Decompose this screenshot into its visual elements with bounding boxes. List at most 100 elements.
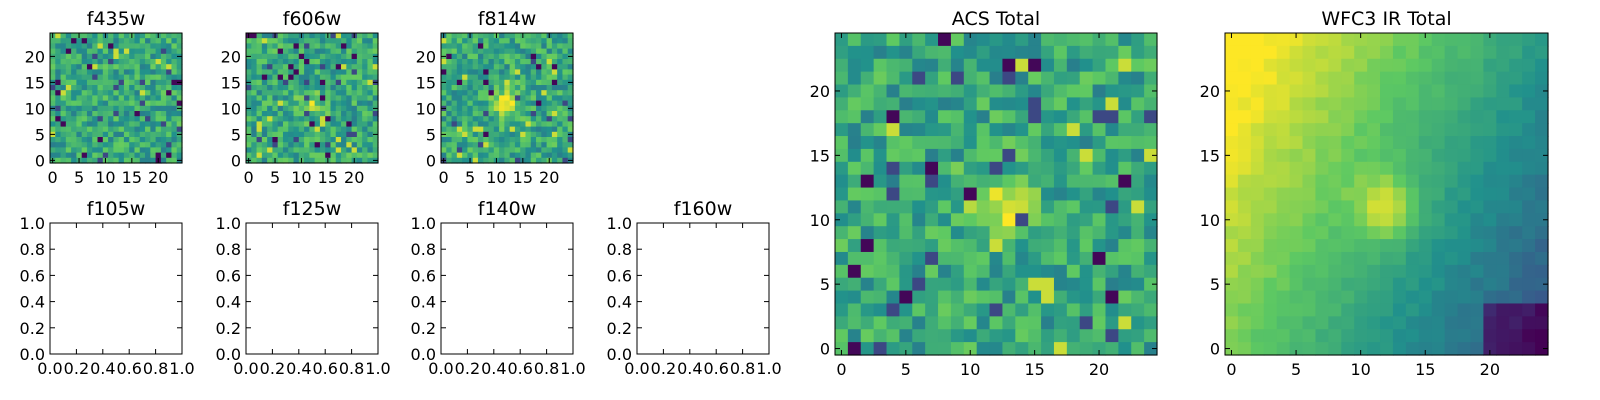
heatmap-cell — [1225, 226, 1239, 240]
heatmap-cell — [1418, 251, 1433, 266]
heatmap-cell — [330, 33, 337, 39]
heatmap-cell — [441, 69, 447, 76]
x-tick-label: 1.0 — [365, 359, 390, 378]
heatmap-cell — [835, 239, 849, 253]
heatmap-cell — [950, 161, 965, 176]
heatmap-cell — [562, 48, 569, 55]
heatmap-cell — [912, 97, 926, 111]
heatmap-cell — [160, 79, 167, 86]
heatmap-cell — [847, 200, 862, 214]
heatmap-cell — [488, 85, 495, 91]
heatmap-cell — [493, 69, 500, 76]
heatmap-cell — [123, 126, 130, 133]
heatmap-cell — [1496, 148, 1510, 163]
heatmap-cell — [314, 111, 321, 117]
heatmap-cell — [873, 123, 888, 137]
heatmap-cell — [1483, 187, 1497, 202]
heatmap-cell — [1079, 329, 1094, 343]
x-tick-label: 0.4 — [481, 359, 506, 378]
heatmap-cell — [472, 33, 479, 39]
heatmap-cell — [160, 85, 167, 91]
heatmap-cell — [319, 79, 326, 86]
heatmap-cell — [886, 329, 900, 343]
heatmap-cell — [102, 142, 109, 148]
heatmap-cell — [938, 290, 952, 305]
heatmap-cell — [950, 200, 965, 214]
heatmap-cell — [1225, 277, 1239, 292]
heatmap-cell — [171, 43, 178, 50]
heatmap-cell — [1263, 174, 1278, 189]
heatmap-cell — [912, 251, 926, 266]
heatmap-cell — [372, 100, 379, 107]
heatmap-cell — [118, 121, 125, 128]
heatmap-cell — [541, 64, 548, 70]
panel-title: f814w — [478, 8, 537, 30]
heatmap-cell — [451, 48, 458, 55]
heatmap-cell — [546, 79, 553, 86]
heatmap-cell — [493, 79, 500, 86]
heatmap-cell — [123, 59, 130, 65]
heatmap-cell — [1367, 200, 1381, 214]
heatmap-cell — [1535, 174, 1549, 189]
heatmap-cell — [335, 111, 342, 117]
heatmap-cell — [493, 85, 500, 91]
heatmap-cell — [356, 111, 363, 117]
heatmap-cell — [372, 69, 379, 76]
heatmap-cell — [488, 38, 495, 44]
x-tick-label: 10 — [960, 360, 980, 379]
heatmap-cell — [499, 126, 505, 133]
heatmap-cell — [976, 148, 991, 163]
heatmap-cell — [76, 131, 83, 138]
heatmap-cell — [246, 147, 252, 154]
heatmap-cell — [171, 90, 178, 96]
heatmap-cell — [129, 131, 136, 138]
heatmap-cell — [1483, 110, 1497, 124]
heatmap-cell — [546, 38, 553, 44]
heatmap-cell — [118, 137, 125, 143]
heatmap-cell — [462, 64, 468, 70]
heatmap-cell — [171, 64, 178, 70]
heatmap-cell — [835, 174, 849, 189]
heatmap-cell — [925, 329, 939, 343]
heatmap-cell — [272, 85, 279, 91]
heatmap-cell — [118, 48, 125, 55]
heatmap-cell — [81, 69, 88, 76]
heatmap-cell — [325, 79, 332, 86]
heatmap-cell — [950, 174, 965, 189]
heatmap-cell — [562, 38, 569, 44]
heatmap-cell — [1131, 226, 1145, 240]
heatmap-cell — [493, 90, 500, 96]
heatmap-cell — [166, 105, 173, 112]
heatmap-cell — [860, 33, 875, 47]
axes-frame — [440, 32, 574, 164]
heatmap-cell — [256, 105, 263, 112]
heatmap-cell — [1118, 187, 1132, 202]
heatmap-cell — [912, 264, 926, 279]
heatmap-cell — [81, 121, 88, 128]
heatmap-cell — [304, 85, 310, 91]
heatmap-cell — [912, 58, 926, 73]
heatmap-cell — [1250, 251, 1265, 266]
heatmap-cell — [1496, 342, 1510, 356]
heatmap-cell — [441, 142, 447, 148]
heatmap-cell — [108, 105, 114, 112]
heatmap-cell — [1354, 251, 1368, 266]
heatmap-cell — [346, 116, 353, 122]
heatmap-cell — [1079, 84, 1094, 98]
heatmap-cell — [282, 111, 289, 117]
heatmap-cell — [362, 152, 369, 159]
heatmap-cell — [1041, 264, 1055, 279]
heatmap-cell — [81, 33, 88, 39]
heatmap-cell — [541, 43, 548, 50]
heatmap-cell — [351, 111, 358, 117]
heatmap-cell — [551, 116, 558, 122]
heatmap-cell — [493, 116, 500, 122]
heatmap-cell — [176, 69, 183, 76]
heatmap-cell — [330, 95, 337, 102]
heatmap-cell — [1118, 161, 1132, 176]
heatmap-cell — [113, 116, 120, 122]
heatmap-cell — [118, 152, 125, 159]
heatmap-cell — [335, 33, 342, 39]
heatmap-cell — [293, 90, 300, 96]
heatmap-cell — [1092, 71, 1107, 86]
